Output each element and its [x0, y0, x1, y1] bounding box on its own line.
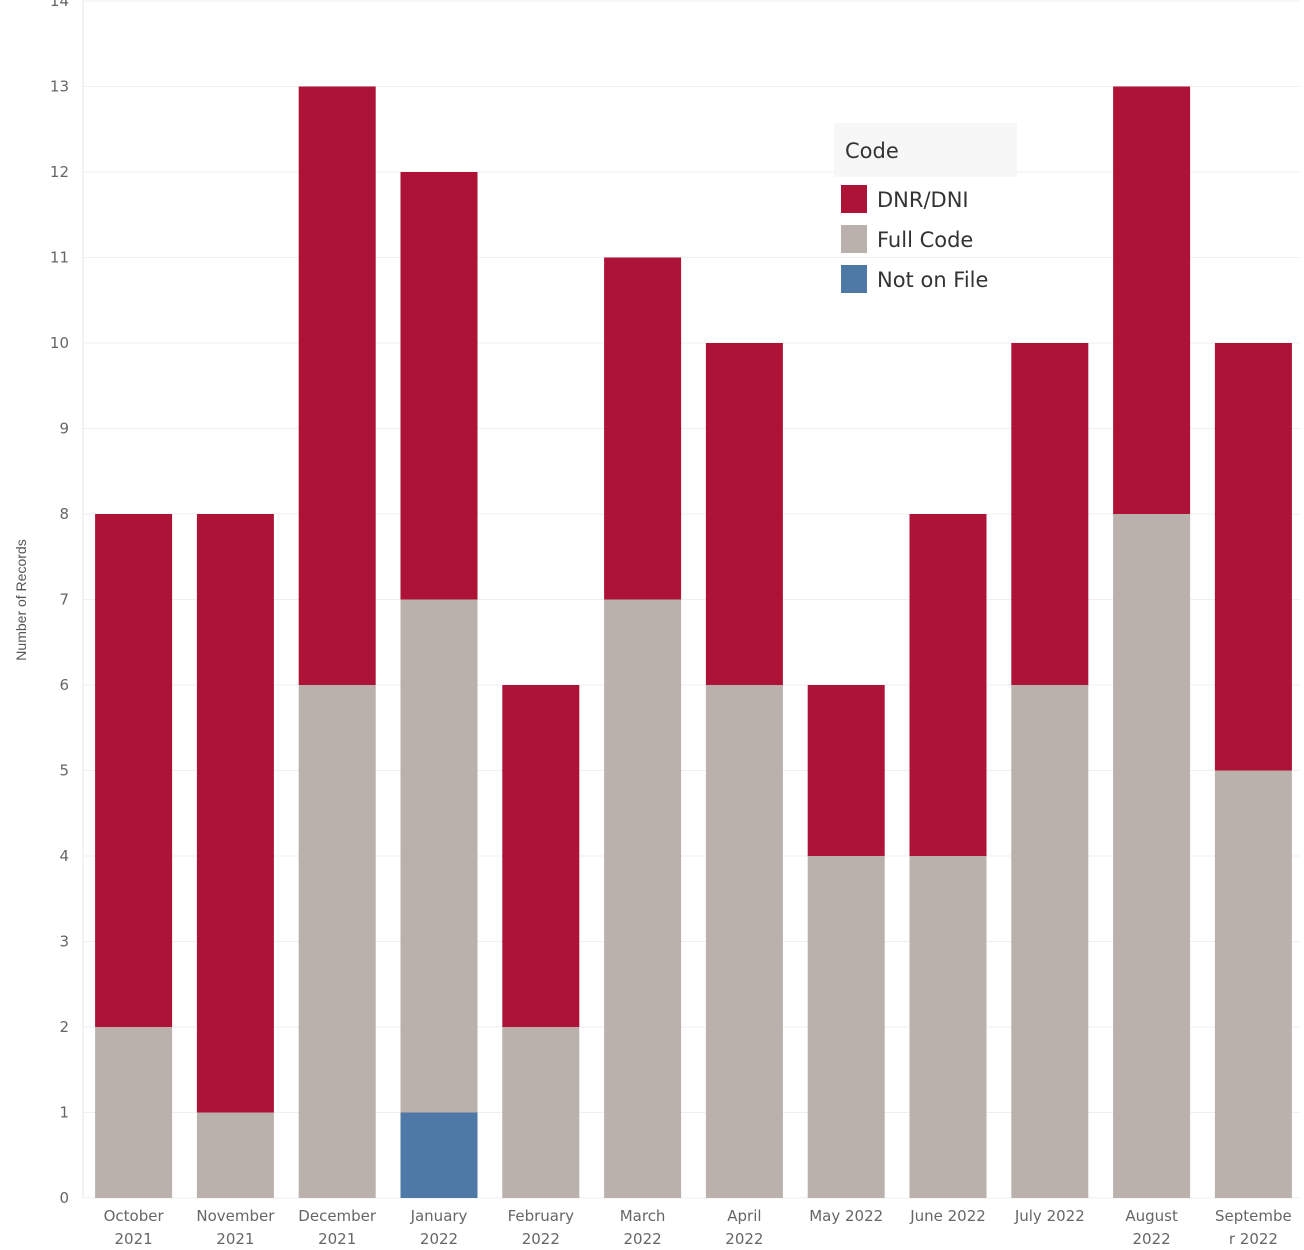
x-tick-label: March [620, 1207, 666, 1225]
bar-segment-dnr-dni [909, 514, 987, 856]
y-tick-label: 5 [59, 762, 69, 780]
bar-segment-dnr-dni [95, 514, 173, 1027]
y-tick-label: 6 [59, 676, 69, 694]
bar-segment-not-on-file [400, 1112, 478, 1198]
bar-segment-full-code [604, 599, 682, 1198]
bar-segment-dnr-dni [400, 172, 478, 600]
y-tick-label: 12 [50, 163, 69, 181]
x-tick-label: November [196, 1207, 275, 1225]
y-tick-label: 4 [59, 847, 69, 865]
x-tick-label: October [104, 1207, 165, 1225]
x-tick-label: 2022 [522, 1230, 560, 1248]
bar-segment-full-code [1214, 770, 1292, 1198]
bar-segment-full-code [807, 856, 885, 1198]
gridlines [82, 0, 1300, 1199]
x-tick-label: 2022 [1133, 1230, 1171, 1248]
y-tick-label: 1 [59, 1104, 69, 1122]
legend-label: Full Code [877, 228, 973, 252]
x-tick-label: 2021 [216, 1230, 254, 1248]
bar-segment-full-code [502, 1027, 580, 1198]
y-tick-label: 11 [50, 249, 69, 267]
bar-segment-full-code [400, 599, 478, 1113]
x-tick-label: 2022 [420, 1230, 458, 1248]
x-tick-label: August [1125, 1207, 1178, 1225]
bar-segment-dnr-dni [604, 257, 682, 600]
x-tick-label: January [410, 1207, 468, 1225]
y-tick-label: 7 [59, 591, 69, 609]
x-tick-label: Septembe [1215, 1207, 1292, 1225]
y-tick-label: 0 [59, 1189, 69, 1207]
bar-segment-dnr-dni [502, 685, 580, 1027]
x-tick-label: 2021 [115, 1230, 153, 1248]
legend-swatch [841, 185, 867, 213]
bar-segment-full-code [1113, 514, 1191, 1198]
bar-segment-full-code [196, 1112, 274, 1198]
x-tick-label: February [508, 1207, 575, 1225]
x-tick-label: July 2022 [1014, 1207, 1085, 1225]
bar-segment-full-code [95, 1027, 173, 1198]
x-tick-label: December [298, 1207, 377, 1225]
y-tick-label: 8 [59, 505, 69, 523]
y-tick-label: 3 [59, 933, 69, 951]
bars [95, 86, 1292, 1198]
bar-segment-dnr-dni [807, 685, 885, 856]
x-tick-label: 2022 [725, 1230, 763, 1248]
bar-segment-full-code [1011, 685, 1089, 1198]
bar-segment-dnr-dni [298, 86, 376, 685]
x-tick-label: r 2022 [1229, 1230, 1278, 1248]
x-tick-label: April [727, 1207, 761, 1225]
x-axis: October 2021 November 2021 December 2021 Janua… [104, 1207, 1292, 1248]
bar-segment-dnr-dni [705, 343, 783, 685]
legend-label: Not on File [877, 268, 988, 292]
legend-label: DNR/DNI [877, 188, 969, 212]
y-tick-label: 9 [59, 420, 69, 438]
x-tick-label: 2021 [318, 1230, 356, 1248]
bar-segment-full-code [705, 685, 783, 1198]
x-tick-label: 2022 [624, 1230, 662, 1248]
legend-swatch [841, 225, 867, 253]
y-tick-label: 10 [50, 334, 69, 352]
legend-swatch [841, 265, 867, 293]
legend: Code DNR/DNI Full Code Not on File [834, 123, 1017, 293]
y-tick-label: 14 [50, 0, 69, 10]
legend-background [834, 123, 1017, 177]
x-tick-label: May 2022 [809, 1207, 883, 1225]
y-tick-label: 2 [59, 1018, 69, 1036]
bar-segment-dnr-dni [1113, 86, 1191, 514]
y-axis-label: Number of Records [13, 539, 29, 660]
bar-segment-dnr-dni [1214, 343, 1292, 771]
x-tick-label: June 2022 [909, 1207, 986, 1225]
legend-items: DNR/DNI Full Code Not on File [841, 185, 988, 293]
bar-segment-full-code [298, 685, 376, 1198]
legend-title: Code [845, 139, 899, 163]
y-tick-label: 13 [50, 78, 69, 96]
bar-segment-full-code [909, 856, 987, 1198]
bar-segment-dnr-dni [1011, 343, 1089, 685]
bar-segment-dnr-dni [196, 514, 274, 1113]
